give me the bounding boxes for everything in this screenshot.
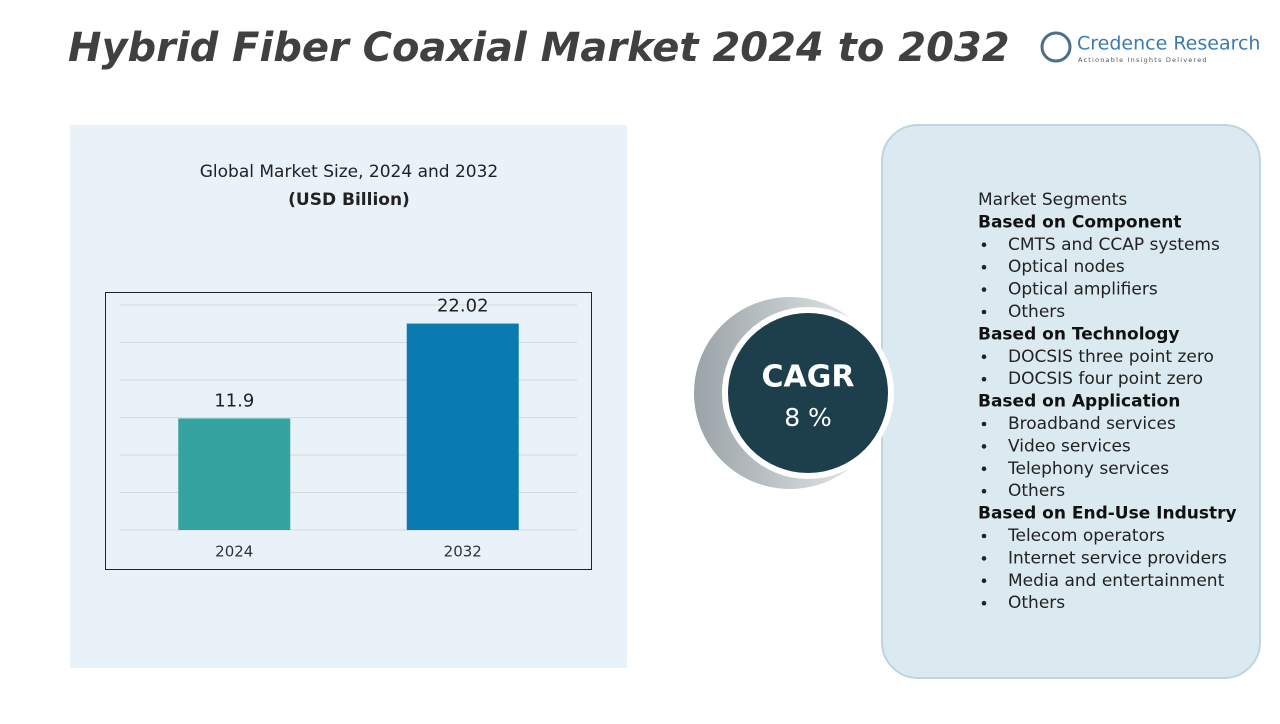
segment-item: Others [1008, 302, 1065, 322]
bullet [981, 354, 987, 360]
segment-item: Optical nodes [1008, 257, 1125, 277]
bar-chart: 2024 2032 11.9 22.02 [120, 296, 577, 561]
bullet [981, 578, 987, 584]
x-tick-label: 2024 [215, 543, 253, 561]
segment-heading: Based on Component [978, 212, 1181, 232]
segment-item: Broadband services [1008, 414, 1176, 434]
segment-item: Media and entertainment [1008, 571, 1225, 591]
segment-item: Telecom operators [1007, 526, 1165, 546]
logo-name: Credence Research [1077, 33, 1260, 55]
cagr-label: CAGR [762, 360, 855, 395]
bar [178, 418, 291, 530]
bar [406, 323, 519, 530]
segment-item: Internet service providers [1008, 548, 1227, 568]
x-tick-label: 2032 [444, 543, 482, 561]
segment-heading: Based on Application [978, 392, 1180, 412]
logo-icon [1040, 31, 1072, 63]
value-label: 22.02 [437, 296, 489, 317]
bullet [981, 309, 987, 315]
segment-item: CMTS and CCAP systems [1008, 235, 1220, 255]
chart-subtitle: (USD Billion) [288, 190, 410, 210]
chart-panel [70, 125, 627, 668]
segment-item: Others [1008, 481, 1065, 501]
segment-item: Optical amplifiers [1008, 280, 1158, 300]
bullet [981, 287, 987, 292]
segment-item: DOCSIS three point zero [1008, 347, 1214, 367]
bullet [981, 242, 987, 248]
bullet [981, 264, 987, 270]
segments-title: Market Segments [978, 190, 1127, 210]
bullet [981, 466, 987, 472]
bullet [981, 444, 987, 449]
page-title: Hybrid Fiber Coaxial Market 2024 to 2032 [68, 25, 1010, 71]
chart-frame [105, 292, 592, 570]
segment-item: Video services [1008, 436, 1131, 456]
segment-item: Telephony services [1007, 459, 1169, 479]
bullet [981, 488, 987, 494]
bullet [981, 376, 987, 382]
chart-title: Global Market Size, 2024 and 2032 [200, 162, 499, 182]
segment-heading: Based on Technology [978, 324, 1179, 344]
logo-tagline: Actionable Insights Delivered [1078, 56, 1208, 64]
bullet [981, 533, 987, 539]
segment-heading: Based on End-Use Industry [978, 504, 1237, 524]
bullet [981, 421, 987, 427]
value-label: 11.9 [214, 390, 254, 411]
cagr-value: 8 % [784, 403, 832, 432]
segment-item: Others [1008, 593, 1065, 613]
bullet [981, 556, 987, 561]
bullet [981, 600, 987, 606]
cagr-circle [728, 313, 888, 473]
segment-item: DOCSIS four point zero [1008, 369, 1203, 389]
